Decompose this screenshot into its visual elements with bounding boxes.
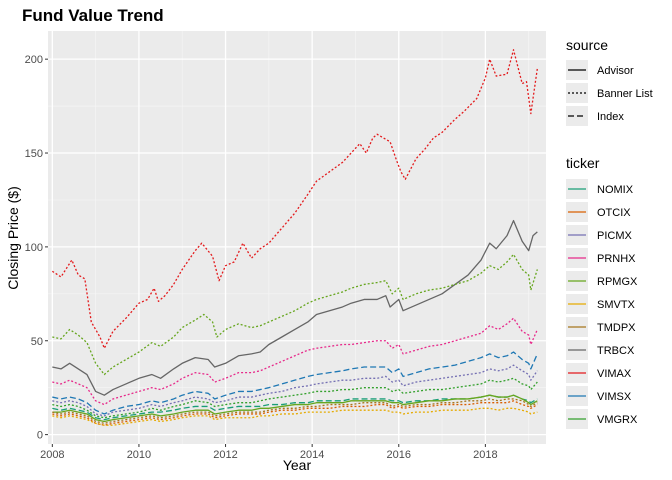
legend-source: source Advisor Banner List Index <box>566 37 653 126</box>
y-tick-label: 50 <box>31 336 43 348</box>
series-line-trbcx-advisor <box>52 219 538 396</box>
series-line-vmgrx-banner-list <box>52 377 538 419</box>
series-line-tmdpx-banner-list <box>52 398 538 424</box>
y-tick-label: 0 <box>37 430 43 442</box>
legend-source-label: Banner List <box>597 88 653 100</box>
legend-source-label: Advisor <box>597 65 634 77</box>
legend-source-title: source <box>566 37 608 53</box>
y-tick-label: 100 <box>25 242 43 254</box>
legend-ticker-label: PRNHX <box>597 253 636 265</box>
legend-ticker-label: NOMIX <box>597 184 634 196</box>
series-line-rpmgx-banner-list <box>52 253 538 376</box>
x-tick-label: 2008 <box>40 449 64 461</box>
legend-ticker-label: VMGRX <box>597 414 638 426</box>
legend-ticker-label: SMVTX <box>597 299 636 311</box>
x-tick-label: 2010 <box>127 449 151 461</box>
legend-ticker-label: PICMX <box>597 230 633 242</box>
x-tick-label: 2012 <box>213 449 237 461</box>
y-axis: 0 50 100 150 200 <box>25 54 48 442</box>
series-layer <box>51 49 538 426</box>
x-tick-label: 2018 <box>473 449 497 461</box>
x-axis-title: Year <box>283 457 312 473</box>
y-axis-title: Closing Price ($) <box>5 186 21 289</box>
legend-source-label: Index <box>597 111 624 123</box>
legend-ticker-label: TMDPX <box>597 322 636 334</box>
series-line-rpmgx-advisor <box>52 394 538 423</box>
x-tick-label: 2016 <box>387 449 411 461</box>
legend-ticker-label: TRBCX <box>597 345 635 357</box>
x-axis: 2008 2010 2012 2014 2016 2018 <box>40 444 498 461</box>
legend-ticker-label: OTCIX <box>597 207 631 219</box>
grid-minor <box>48 31 546 444</box>
legend-ticker-label: VIMSX <box>597 391 632 403</box>
series-line-otcix-banner-list <box>52 400 538 426</box>
y-tick-label: 200 <box>25 54 43 66</box>
series-line-vimsx-index <box>52 351 538 415</box>
x-tick-label: 2014 <box>300 449 324 461</box>
series-line-smvtx-banner-list <box>52 407 538 426</box>
legend-ticker-label: VIMAX <box>597 368 632 380</box>
y-tick-label: 150 <box>25 148 43 160</box>
legend-ticker: ticker NOMIX OTCIX PICMX PRNHX RPMGX SMVTX TMD… <box>566 155 638 429</box>
plot-panel <box>48 31 546 444</box>
legend-ticker-label: RPMGX <box>597 276 638 288</box>
legend-ticker-title: ticker <box>566 155 600 171</box>
chart-title: Fund Value Trend <box>22 6 164 25</box>
series-line-picmx-banner-list <box>52 364 538 417</box>
